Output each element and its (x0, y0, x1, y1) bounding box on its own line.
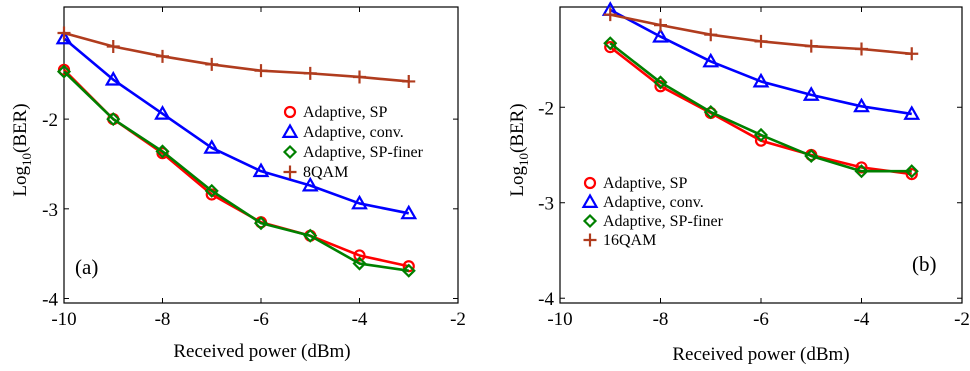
data-point (351, 194, 368, 210)
legend-marker (582, 213, 598, 229)
panel-label: (b) (912, 252, 937, 276)
data-point (203, 139, 221, 154)
legend-marker (282, 144, 298, 160)
y-tick-label: -4 (538, 289, 554, 310)
data-point (106, 112, 121, 127)
data-point (252, 162, 270, 178)
y-axis-label-subscript: 10 (19, 153, 34, 166)
data-point (401, 263, 416, 278)
data-point (853, 97, 870, 113)
panel-label: (a) (75, 255, 98, 279)
data-point (802, 86, 820, 101)
legend-entry: Adaptive, conv. (303, 124, 404, 141)
data-point (352, 256, 367, 271)
data-point (904, 164, 919, 179)
y-tick-label: -3 (42, 200, 58, 221)
data-point (303, 66, 317, 80)
legend-marker (583, 233, 597, 247)
data-point (652, 27, 669, 43)
legend-entry: Adaptive, SP (303, 104, 388, 121)
x-tick-label: -10 (547, 309, 572, 330)
data-point (903, 105, 921, 120)
x-tick-label: -2 (954, 309, 970, 330)
data-point (353, 70, 366, 84)
data-point (104, 70, 122, 86)
series-line (63, 68, 410, 268)
y-axis-label-rest: (BER) (10, 103, 31, 153)
data-point (402, 74, 416, 88)
data-point (804, 148, 819, 164)
data-point (204, 183, 219, 198)
legend-marker (581, 193, 599, 208)
data-point (704, 28, 718, 42)
data-point (905, 47, 919, 61)
data-point (753, 127, 769, 143)
y-tick-label: -3 (538, 194, 554, 215)
y-axis-label: Log10(BER) (507, 103, 531, 196)
x-axis-label: Received power (dBm) (672, 344, 849, 365)
y-axis-label: Log10(BER) (10, 103, 34, 196)
y-axis-label-subscript: 10 (516, 153, 531, 166)
data-point (254, 64, 268, 78)
legend-entry: 16QAM (603, 232, 656, 249)
data-point (400, 204, 418, 220)
x-tick-label: -4 (352, 309, 368, 330)
y-tick-label: -2 (538, 98, 554, 119)
data-point (703, 104, 718, 120)
data-point (402, 260, 415, 273)
series-line (609, 8, 912, 116)
legend-entry: Adaptive, SP-finer (603, 213, 724, 230)
legend-entry: Adaptive, SP-finer (303, 144, 424, 161)
data-point (804, 39, 818, 53)
data-point (702, 52, 720, 68)
x-tick-label: -4 (854, 309, 870, 330)
data-point (55, 29, 73, 45)
x-axis-label: Received power (dBm) (173, 341, 350, 362)
data-point (57, 26, 71, 40)
legend-marker (283, 105, 297, 119)
legend-entry: 8QAM (303, 164, 348, 181)
data-point (905, 167, 918, 181)
data-point (353, 249, 366, 262)
series-line (63, 70, 409, 272)
legend-entry: Adaptive, SP (603, 175, 688, 192)
legend-entry: Adaptive, conv. (603, 194, 704, 211)
data-point (56, 64, 72, 79)
data-point (754, 34, 768, 48)
data-point (253, 216, 269, 231)
data-point (303, 228, 318, 243)
legend-marker (283, 165, 297, 179)
y-tick-label: -2 (42, 110, 58, 131)
x-tick-label: -6 (753, 309, 769, 330)
series-line (63, 31, 409, 83)
data-point (156, 49, 169, 63)
x-tick-label: -8 (653, 309, 669, 330)
data-point (155, 144, 170, 159)
x-tick-label: -2 (450, 309, 466, 330)
legend-marker (583, 176, 597, 190)
data-point (154, 105, 171, 120)
x-tick-label: -10 (51, 309, 76, 330)
y-tick-label: -4 (42, 290, 58, 311)
series-line (609, 42, 912, 173)
x-tick-label: -6 (253, 309, 269, 330)
data-point (752, 72, 770, 88)
data-point (653, 75, 668, 90)
chart-panel-a: -10 -8 -6 -4 -2 -2 -3 -4 Adaptive, SP Adaptive, c… (10, 6, 466, 362)
data-point (603, 8, 617, 22)
chart-panel-b: -10 -8 -6 -4 -2 -2 -3 -4 Adaptive, SP Adaptive, c… (507, 1, 970, 365)
data-point (855, 42, 868, 56)
data-point (301, 176, 319, 192)
data-point (603, 36, 618, 51)
y-axis-label-rest: (BER) (507, 103, 528, 153)
data-point (205, 57, 219, 71)
data-point (654, 18, 667, 32)
legend-marker (281, 123, 299, 138)
data-point (106, 39, 120, 53)
x-tick-label: -8 (155, 309, 171, 330)
data-point (854, 164, 869, 179)
